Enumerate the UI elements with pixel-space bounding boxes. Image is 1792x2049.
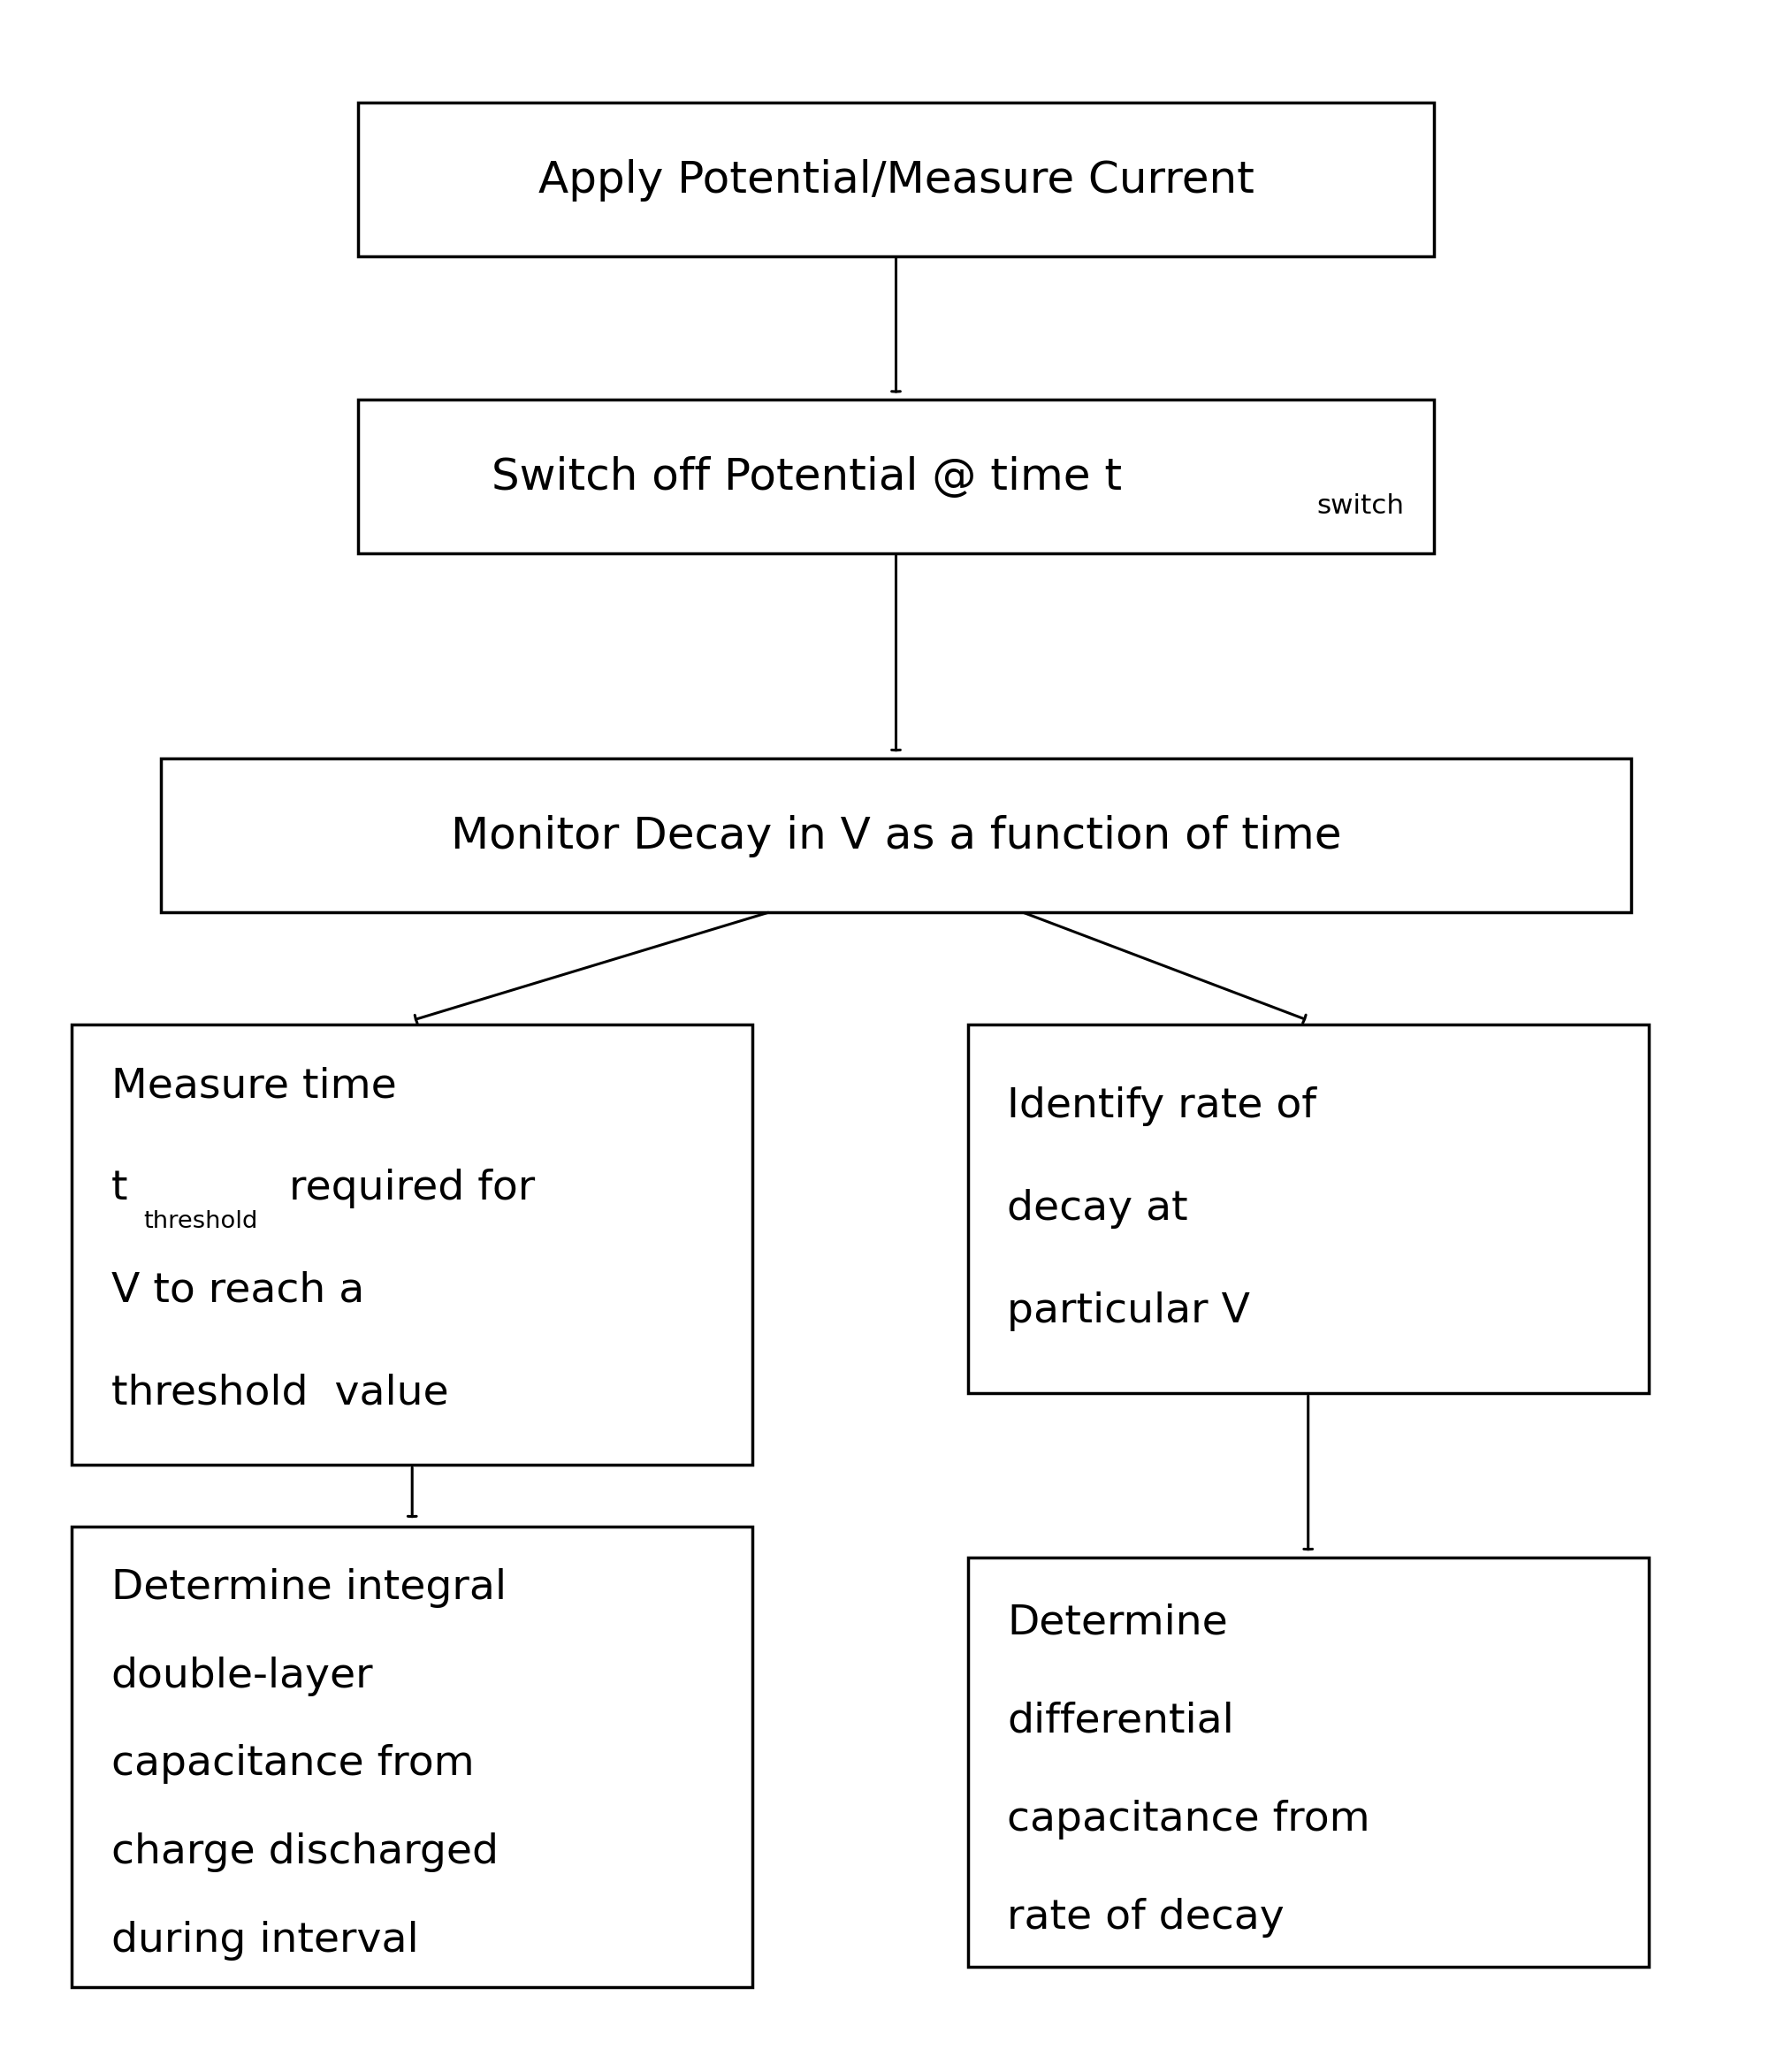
Bar: [358, 102, 1434, 256]
Text: Identify rate of: Identify rate of: [1007, 1086, 1317, 1127]
Text: particular V: particular V: [1007, 1291, 1251, 1332]
Text: differential: differential: [1007, 1701, 1235, 1742]
Text: capacitance from: capacitance from: [111, 1744, 475, 1785]
Text: Switch off Potential @ time t: Switch off Potential @ time t: [491, 457, 1122, 498]
Text: Measure time: Measure time: [111, 1065, 396, 1106]
Text: threshold: threshold: [143, 1209, 258, 1233]
Text: charge discharged: charge discharged: [111, 1832, 498, 1873]
Text: decay at: decay at: [1007, 1188, 1188, 1229]
Bar: [968, 1557, 1649, 1967]
Text: Monitor Decay in V as a function of time: Monitor Decay in V as a function of time: [450, 816, 1342, 856]
Bar: [968, 1024, 1649, 1393]
Text: switch: switch: [1317, 494, 1405, 518]
Bar: [72, 1527, 753, 1988]
Text: Determine integral: Determine integral: [111, 1567, 507, 1608]
Text: threshold  value: threshold value: [111, 1373, 448, 1414]
Bar: [161, 758, 1631, 912]
Text: capacitance from: capacitance from: [1007, 1799, 1371, 1840]
Text: Apply Potential/Measure Current: Apply Potential/Measure Current: [538, 160, 1254, 201]
Text: rate of decay: rate of decay: [1007, 1897, 1285, 1938]
Text: required for: required for: [276, 1168, 536, 1209]
Text: V to reach a: V to reach a: [111, 1270, 364, 1311]
Text: during interval: during interval: [111, 1920, 418, 1961]
Text: Determine: Determine: [1007, 1602, 1228, 1643]
Text: t: t: [111, 1168, 127, 1209]
Bar: [358, 400, 1434, 553]
Text: double-layer: double-layer: [111, 1656, 373, 1697]
Bar: [72, 1024, 753, 1465]
